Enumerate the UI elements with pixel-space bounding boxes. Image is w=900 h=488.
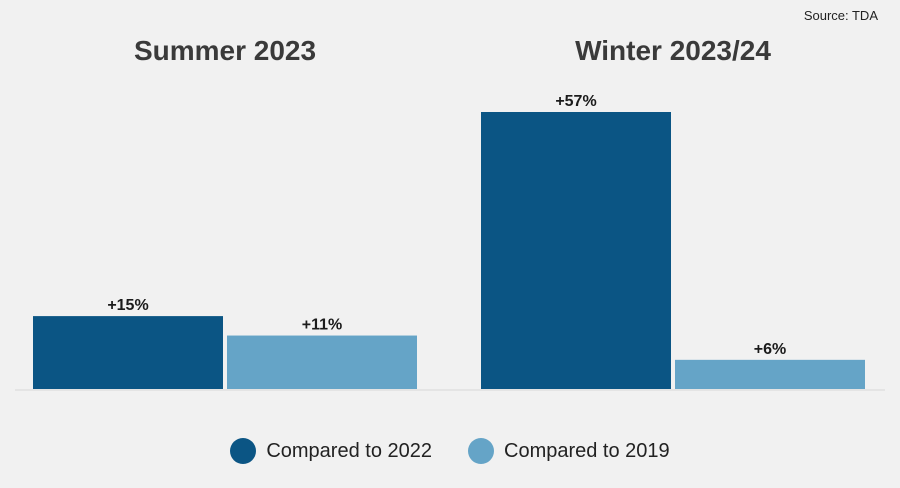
bar-0-0 [33,316,223,389]
bar-chart: Summer 2023 +15% +11% Winter 2023/24 +57% +6% [15,35,885,391]
legend-swatch-2019 [468,438,494,464]
bar-label-0-0: +15% [107,297,148,314]
group-title-1: Winter 2023/24 [575,35,771,66]
legend-item-compared-2019: Compared to 2019 [468,438,670,464]
legend-swatch-2022 [230,438,257,464]
bar-1-1 [675,359,865,389]
bar-1-0 [481,112,671,389]
legend-label-2022: Compared to 2022 [266,439,432,462]
legend: Compared to 2022 Compared to 2019 [0,438,900,464]
bar-label-1-0: +57% [555,93,596,110]
group-title-0: Summer 2023 [134,35,316,66]
bar-label-0-1: +11% [302,317,342,334]
legend-label-2019: Compared to 2019 [504,439,670,462]
source-note: Source: TDA [803,8,878,23]
legend-item-compared-2022: Compared to 2022 [230,438,432,464]
bar-label-1-1: +6% [754,341,786,358]
bar-0-1 [227,335,417,389]
